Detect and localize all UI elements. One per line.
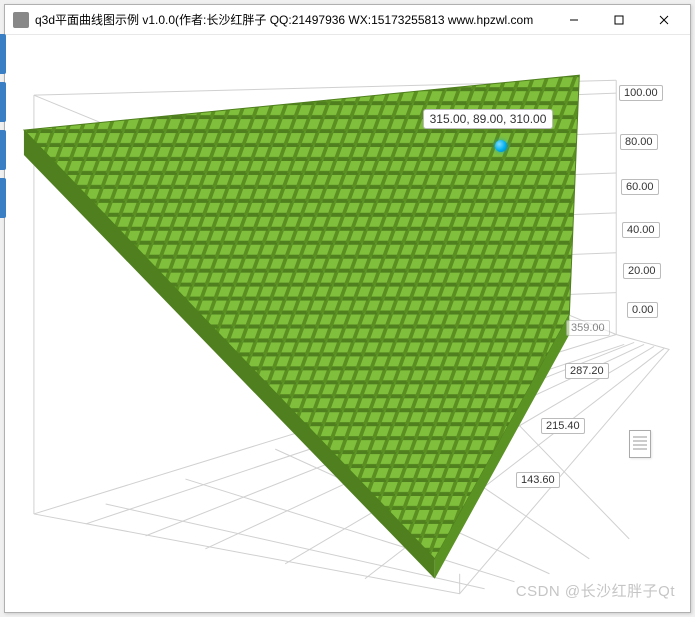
side-tab[interactable] <box>0 178 6 218</box>
side-tab[interactable] <box>0 82 6 122</box>
data-tooltip: 315.00, 89.00, 310.00 <box>423 109 554 129</box>
z-tick-4: 20.00 <box>623 263 661 279</box>
z-tick-3: 40.00 <box>622 222 660 238</box>
z-tick-5: 0.00 <box>627 302 658 318</box>
y-tick-3: 143.60 <box>516 472 560 488</box>
z-tick-1: 80.00 <box>620 134 658 150</box>
y-tick-1: 287.20 <box>565 363 609 379</box>
app-window: q3d平面曲线图示例 v1.0.0(作者:长沙红胖子 QQ:21497936 W… <box>4 4 691 613</box>
close-button[interactable] <box>641 5 686 34</box>
legend-icon <box>629 430 651 458</box>
side-tab[interactable] <box>0 130 6 170</box>
z-tick-2: 60.00 <box>621 179 659 195</box>
app-icon <box>13 12 29 28</box>
3d-viewport[interactable]: 315.00, 89.00, 310.00 100.00 80.00 60.00… <box>6 35 689 611</box>
window-controls <box>551 5 686 34</box>
window-title: q3d平面曲线图示例 v1.0.0(作者:长沙红胖子 QQ:21497936 W… <box>35 11 551 28</box>
watermark-text: CSDN @长沙红胖子Qt <box>516 580 675 601</box>
side-tab[interactable] <box>0 34 6 74</box>
y-tick-0: 359.00 <box>566 320 610 336</box>
maximize-button[interactable] <box>596 5 641 34</box>
minimize-button[interactable] <box>551 5 596 34</box>
selected-data-point[interactable] <box>495 140 507 152</box>
z-tick-0: 100.00 <box>619 85 663 101</box>
y-tick-2: 215.40 <box>541 418 585 434</box>
side-tabs <box>0 34 6 226</box>
titlebar[interactable]: q3d平面曲线图示例 v1.0.0(作者:长沙红胖子 QQ:21497936 W… <box>5 5 690 35</box>
